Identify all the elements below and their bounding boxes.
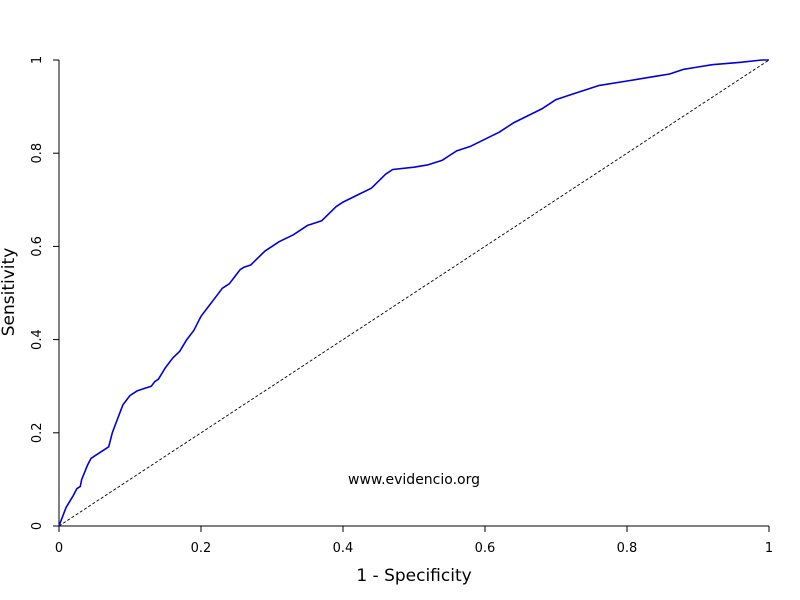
watermark-text: www.evidencio.org (348, 472, 480, 488)
y-tick-label: 0.4 (30, 329, 45, 350)
x-axis: 0 0.2 0.4 0.6 0.8 1 (55, 525, 773, 556)
roc-curve-line (58, 59, 769, 527)
x-axis-title: 1 - Specificity (356, 566, 471, 586)
y-tick-label: 0.8 (30, 143, 45, 164)
x-tick-label: 0.6 (475, 541, 496, 556)
y-tick-label: 1 (30, 56, 45, 64)
x-tick-label: 0.4 (333, 541, 354, 556)
y-tick-label: 0 (30, 522, 45, 530)
y-axis-title: Sensitivity (0, 248, 19, 337)
reference-diagonal-line (58, 59, 770, 527)
x-tick-label: 1 (765, 541, 773, 556)
x-tick-label: 0 (55, 541, 63, 556)
x-tick-label: 0.8 (617, 541, 638, 556)
x-tick-label: 0.2 (191, 541, 212, 556)
series-layer (58, 59, 769, 527)
y-axis: 0 0.2 0.4 0.6 0.8 1 (30, 56, 60, 530)
y-tick-label: 0.2 (30, 422, 45, 443)
y-tick-label: 0.6 (30, 236, 45, 257)
reference-layer (58, 59, 770, 527)
